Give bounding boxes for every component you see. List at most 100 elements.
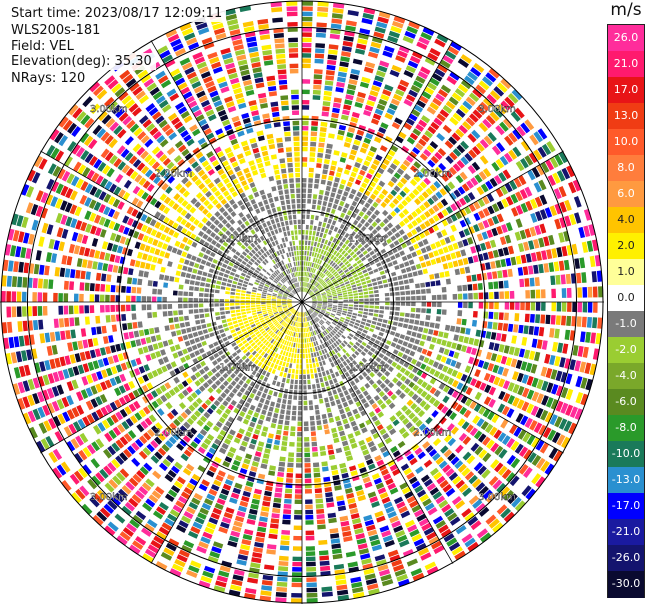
- velocity-cell: [466, 455, 476, 465]
- velocity-cell: [294, 515, 302, 520]
- velocity-cell: [322, 306, 327, 309]
- velocity-cell: [336, 420, 342, 427]
- velocity-cell: [158, 556, 170, 566]
- velocity-cell: [445, 357, 452, 365]
- velocity-cell: [133, 400, 141, 410]
- velocity-cell: [170, 331, 177, 337]
- velocity-cell: [416, 378, 424, 386]
- velocity-cell: [372, 375, 379, 382]
- velocity-cell: [21, 350, 28, 362]
- velocity-cell: [376, 346, 383, 352]
- velocity-cell: [227, 502, 237, 509]
- velocity-cell: [286, 467, 294, 473]
- velocity-cell: [354, 484, 363, 492]
- velocity-cell: [199, 287, 205, 292]
- velocity-cell: [383, 344, 390, 350]
- velocity-cell: [401, 404, 409, 412]
- velocity-cell: [119, 531, 131, 542]
- velocity-cell: [16, 306, 22, 317]
- velocity-cell: [319, 403, 325, 409]
- velocity-cell: [356, 316, 362, 321]
- velocity-cell: [348, 502, 357, 510]
- velocity-cell: [105, 346, 112, 355]
- velocity-cell: [161, 443, 170, 453]
- velocity-cell: [86, 461, 96, 472]
- velocity-cell: [285, 362, 290, 368]
- velocity-cell: [291, 353, 294, 358]
- velocity-cell: [257, 419, 264, 425]
- velocity-cell: [213, 399, 221, 407]
- velocity-cell: [491, 413, 500, 424]
- velocity-cell: [598, 302, 603, 314]
- velocity-cell: [94, 294, 100, 302]
- velocity-cell: [230, 358, 237, 365]
- velocity-cell: [395, 410, 403, 418]
- velocity-cell: [262, 404, 269, 411]
- velocity-cell: [197, 464, 206, 473]
- velocity-cell: [217, 324, 223, 330]
- velocity-cell: [186, 346, 193, 353]
- velocity-cell: [400, 544, 412, 553]
- velocity-cell: [261, 458, 269, 465]
- velocity-cell: [106, 274, 112, 282]
- velocity-cell: [284, 498, 292, 504]
- velocity-cell: [294, 348, 298, 353]
- velocity-cell: [486, 455, 496, 466]
- velocity-cell: [209, 298, 214, 302]
- velocity-cell: [462, 310, 468, 317]
- velocity-cell: [191, 344, 198, 351]
- velocity-cell: [304, 478, 312, 484]
- velocity-cell: [243, 458, 251, 465]
- velocity-cell: [291, 204, 296, 209]
- velocity-cell: [177, 374, 185, 381]
- velocity-cell: [56, 464, 67, 476]
- velocity-cell: [203, 411, 211, 419]
- velocity-cell: [430, 467, 439, 477]
- velocity-cell: [240, 296, 246, 300]
- velocity-cell: [254, 365, 260, 372]
- velocity-cell: [272, 22, 284, 28]
- velocity-cell: [312, 462, 320, 468]
- velocity-cell: [411, 393, 419, 401]
- velocity-cell: [262, 453, 270, 459]
- velocity-cell: [438, 460, 448, 469]
- velocity-cell: [524, 313, 530, 323]
- velocity-cell: [110, 314, 116, 323]
- velocity-cell: [204, 399, 212, 406]
- velocity-cell: [256, 323, 262, 328]
- velocity-cell: [321, 461, 328, 467]
- velocity-cell: [245, 587, 257, 594]
- velocity-cell: [173, 386, 181, 394]
- velocity-cell: [346, 455, 354, 462]
- velocity-cell: [183, 421, 191, 429]
- velocity-cell: [312, 319, 316, 324]
- velocity-cell: [134, 412, 143, 421]
- velocity-cell: [238, 428, 245, 435]
- velocity-cell: [447, 437, 456, 447]
- velocity-cell: [274, 341, 279, 347]
- velocity-cell: [404, 519, 415, 528]
- velocity-cell: [181, 544, 193, 554]
- velocity-cell: [123, 464, 133, 475]
- velocity-cell: [273, 375, 278, 381]
- velocity-cell: [299, 374, 302, 380]
- velocity-cell: [337, 376, 342, 382]
- velocity-cell: [306, 582, 317, 588]
- velocity-cell: [501, 333, 507, 342]
- velocity-cell: [310, 431, 317, 437]
- velocity-cell: [160, 551, 173, 561]
- velocity-cell: [84, 350, 92, 360]
- velocity-cell: [324, 397, 329, 403]
- velocity-cell: [338, 510, 348, 517]
- velocity-cell: [239, 445, 247, 452]
- velocity-cell: [372, 368, 379, 374]
- velocity-cell: [404, 318, 410, 323]
- velocity-cell: [283, 425, 289, 431]
- velocity-cell: [509, 302, 515, 310]
- velocity-cell: [470, 389, 478, 398]
- velocity-cell: [416, 489, 427, 498]
- velocity-cell: [297, 416, 302, 421]
- velocity-cell: [361, 318, 367, 322]
- velocity-cell: [149, 514, 161, 524]
